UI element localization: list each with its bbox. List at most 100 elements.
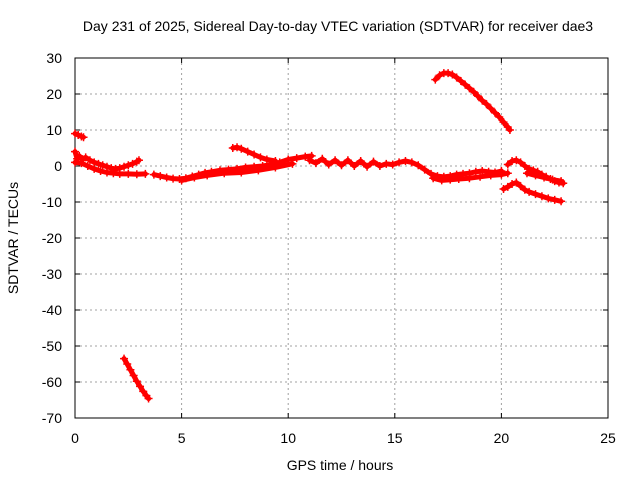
data-point bbox=[250, 150, 259, 159]
data-point bbox=[292, 154, 301, 163]
data-point bbox=[420, 165, 429, 174]
series-low-arc bbox=[120, 354, 153, 403]
data-point bbox=[435, 71, 444, 80]
data-point bbox=[124, 161, 133, 170]
series-bump-7h bbox=[228, 143, 280, 165]
data-point bbox=[497, 170, 506, 179]
data-point bbox=[454, 174, 463, 183]
data-point bbox=[548, 175, 557, 184]
data-point bbox=[512, 156, 521, 165]
y-tick-label: -20 bbox=[42, 230, 62, 246]
data-point bbox=[429, 174, 438, 183]
data-point bbox=[491, 108, 500, 117]
series-main-band-lower bbox=[71, 158, 150, 179]
x-tick-label: 20 bbox=[494, 430, 510, 446]
data-point bbox=[94, 159, 103, 168]
data-point bbox=[120, 354, 129, 363]
series-main-band-start bbox=[71, 147, 143, 173]
y-tick-label: 30 bbox=[46, 50, 62, 66]
data-point bbox=[503, 169, 512, 178]
data-point bbox=[414, 161, 423, 170]
data-point bbox=[531, 171, 540, 180]
data-point bbox=[141, 169, 150, 178]
chart-title: Day 231 of 2025, Sidereal Day-to-day VTE… bbox=[83, 18, 593, 34]
y-tick-label: 20 bbox=[46, 86, 62, 102]
series-arc-high bbox=[431, 69, 514, 134]
data-point bbox=[79, 133, 88, 142]
y-tick-label: -30 bbox=[42, 266, 62, 282]
data-point bbox=[77, 159, 86, 168]
data-point bbox=[162, 173, 171, 182]
data-point bbox=[544, 194, 553, 203]
data-point bbox=[503, 160, 512, 169]
data-point bbox=[81, 153, 90, 162]
data-point bbox=[271, 156, 280, 165]
y-tick-label: -10 bbox=[42, 194, 62, 210]
data-point bbox=[139, 387, 148, 396]
y-tick-label: 0 bbox=[54, 158, 62, 174]
data-point bbox=[288, 159, 297, 168]
data-point bbox=[132, 170, 141, 179]
series-main-band-late bbox=[305, 154, 506, 181]
series-end-lower bbox=[499, 178, 566, 206]
y-tick-label: -40 bbox=[42, 302, 62, 318]
data-point bbox=[83, 162, 92, 170]
axis-ticks bbox=[74, 57, 609, 419]
x-tick-label: 5 bbox=[178, 430, 186, 446]
data-point bbox=[478, 96, 487, 105]
data-point bbox=[503, 182, 512, 191]
data-point bbox=[446, 175, 455, 184]
data-point bbox=[85, 156, 94, 165]
data-point bbox=[343, 156, 352, 165]
tick-labels: 0 5 10 15 20 25 -70 -60 -50 -40 -30 -20 -10 0 10 20 30 bbox=[42, 50, 616, 446]
data-point bbox=[395, 158, 404, 167]
data-point bbox=[508, 180, 517, 188]
data-point bbox=[525, 187, 534, 196]
data-point bbox=[324, 160, 333, 169]
data-point bbox=[520, 185, 529, 194]
data-point bbox=[465, 84, 474, 93]
data-point bbox=[486, 171, 495, 180]
data-point bbox=[203, 171, 212, 180]
y-axis-label: SDTVAR / TECUs bbox=[5, 182, 21, 294]
data-point bbox=[375, 162, 384, 170]
data-point bbox=[401, 156, 410, 165]
data-point bbox=[124, 169, 133, 178]
data-point bbox=[123, 360, 132, 368]
data-point bbox=[134, 156, 143, 165]
data-point bbox=[156, 172, 165, 181]
data-point bbox=[516, 158, 525, 167]
data-point bbox=[115, 169, 124, 178]
data-point bbox=[136, 382, 145, 391]
data-point bbox=[126, 365, 135, 374]
data-point bbox=[237, 144, 246, 153]
data-point bbox=[128, 159, 137, 168]
data-point bbox=[71, 147, 79, 156]
data-point bbox=[120, 162, 129, 171]
data-point bbox=[522, 169, 531, 178]
data-point bbox=[177, 176, 186, 185]
series-end-upper bbox=[522, 169, 566, 186]
data-point bbox=[254, 166, 263, 175]
data-point bbox=[90, 164, 99, 173]
data-point bbox=[469, 87, 478, 96]
x-tick-label: 10 bbox=[280, 430, 296, 446]
data-point bbox=[512, 178, 521, 187]
data-point bbox=[473, 92, 482, 101]
data-point bbox=[437, 176, 446, 185]
y-tick-label: -70 bbox=[42, 410, 62, 426]
data-point bbox=[237, 168, 246, 177]
series-main-band-lower-2 bbox=[177, 159, 297, 185]
data-point bbox=[444, 69, 453, 78]
data-point bbox=[388, 160, 397, 169]
data-point bbox=[129, 371, 138, 380]
data-point bbox=[190, 173, 199, 182]
x-tick-label: 0 bbox=[71, 430, 79, 446]
data-point bbox=[516, 182, 525, 191]
data-point bbox=[220, 169, 229, 178]
data-point bbox=[337, 161, 346, 170]
data-point bbox=[350, 162, 359, 170]
data-point bbox=[486, 104, 495, 113]
